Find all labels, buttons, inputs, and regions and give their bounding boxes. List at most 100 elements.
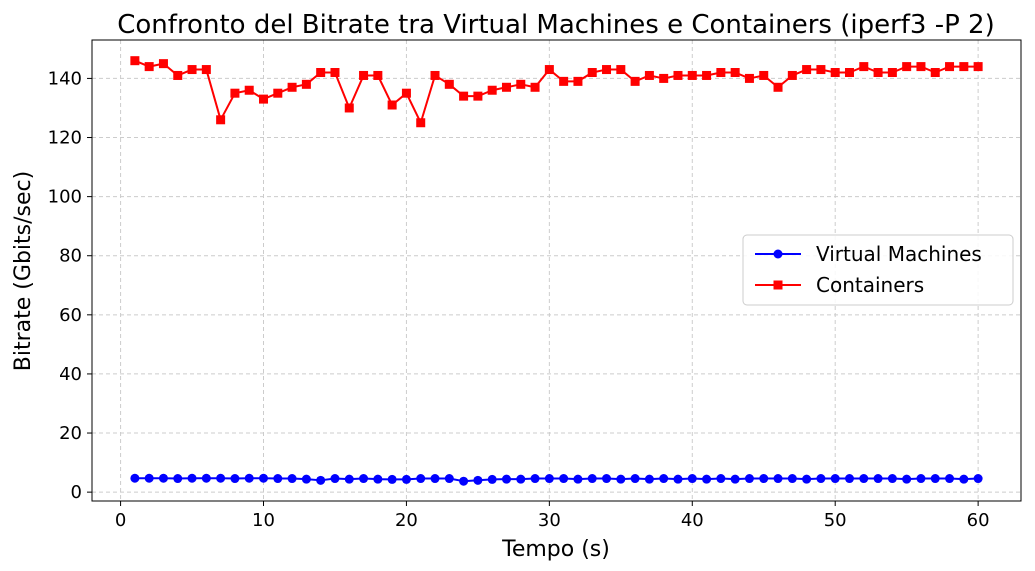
data-point-containers: [344, 103, 354, 113]
data-point-virtual-machines: [473, 475, 483, 485]
data-point-virtual-machines: [816, 474, 826, 484]
data-point-virtual-machines: [487, 474, 497, 484]
data-point-containers: [559, 76, 569, 86]
data-point-virtual-machines: [287, 474, 297, 484]
data-point-containers: [602, 65, 612, 75]
data-point-virtual-machines: [630, 474, 640, 484]
data-point-virtual-machines: [916, 474, 926, 484]
data-point-virtual-machines: [702, 474, 712, 484]
data-point-containers: [844, 68, 854, 78]
data-point-containers: [359, 70, 369, 80]
data-point-containers: [387, 100, 397, 110]
y-tick-label: 20: [59, 423, 82, 444]
data-point-containers: [587, 68, 597, 78]
y-tick-label: 140: [48, 68, 82, 89]
data-point-containers: [687, 70, 697, 80]
data-point-containers: [459, 91, 469, 101]
data-point-virtual-machines: [416, 474, 426, 484]
data-point-containers: [902, 62, 912, 72]
series-virtual-machines: [130, 473, 983, 486]
data-point-containers: [301, 79, 311, 89]
data-point-virtual-machines: [787, 474, 797, 484]
data-point-virtual-machines: [530, 474, 540, 484]
data-point-containers: [945, 62, 955, 72]
data-point-containers: [616, 65, 626, 75]
data-point-containers: [401, 88, 411, 98]
x-tick-label: 20: [395, 510, 418, 531]
data-point-virtual-machines: [244, 473, 254, 483]
data-point-virtual-machines: [330, 474, 340, 484]
data-point-containers: [573, 76, 583, 86]
chart-title: Confronto del Bitrate tra Virtual Machin…: [117, 10, 995, 40]
data-point-containers: [416, 118, 426, 128]
x-tick-label: 0: [115, 510, 126, 531]
data-point-containers: [873, 68, 883, 78]
legend-marker-containers: [773, 280, 783, 290]
data-point-virtual-machines: [230, 474, 240, 484]
y-axis-label: Bitrate (Gbits/sec): [11, 171, 36, 371]
data-point-containers: [916, 62, 926, 72]
legend-marker-virtual-machines: [773, 249, 783, 259]
data-point-containers: [730, 68, 740, 78]
data-point-virtual-machines: [773, 474, 783, 484]
data-point-containers: [201, 65, 211, 75]
data-point-containers: [158, 59, 168, 69]
data-point-virtual-machines: [444, 474, 454, 484]
data-point-virtual-machines: [959, 474, 969, 484]
data-point-virtual-machines: [830, 474, 840, 484]
data-point-containers: [487, 85, 497, 95]
data-point-virtual-machines: [359, 474, 369, 484]
data-point-virtual-machines: [187, 473, 197, 483]
data-point-containers: [702, 70, 712, 80]
y-tick-label: 0: [71, 482, 82, 503]
data-point-virtual-machines: [644, 474, 654, 484]
legend: Virtual Machines Containers: [742, 234, 1014, 306]
data-point-virtual-machines: [887, 474, 897, 484]
data-point-containers: [644, 70, 654, 80]
data-point-containers: [659, 73, 669, 83]
data-point-virtual-machines: [130, 473, 140, 483]
x-axis-label: Tempo (s): [501, 537, 610, 562]
legend-box: [742, 234, 1014, 306]
legend-label-virtual-machines: Virtual Machines: [816, 242, 982, 266]
data-point-containers: [759, 70, 769, 80]
data-point-containers: [959, 62, 969, 72]
data-point-containers: [373, 70, 383, 80]
data-point-containers: [316, 68, 326, 78]
x-tick-label: 10: [252, 510, 275, 531]
plot-frame: [91, 39, 1022, 502]
legend-label-containers: Containers: [816, 273, 924, 297]
data-point-virtual-machines: [673, 474, 683, 484]
data-point-virtual-machines: [602, 474, 612, 484]
data-point-virtual-machines: [430, 474, 440, 484]
data-point-containers: [216, 115, 226, 125]
data-point-virtual-machines: [587, 474, 597, 484]
data-point-containers: [930, 68, 940, 78]
data-point-virtual-machines: [144, 473, 154, 483]
data-point-containers: [244, 85, 254, 95]
data-point-containers: [887, 68, 897, 78]
data-point-virtual-machines: [401, 474, 411, 484]
data-point-containers: [816, 65, 826, 75]
data-point-containers: [430, 70, 440, 80]
data-point-containers: [802, 65, 812, 75]
data-point-containers: [273, 88, 283, 98]
data-point-containers: [173, 70, 183, 80]
data-point-containers: [330, 68, 340, 78]
data-point-containers: [130, 56, 140, 66]
data-point-virtual-machines: [373, 474, 383, 484]
series-layer: [130, 56, 983, 486]
data-point-virtual-machines: [559, 474, 569, 484]
data-point-virtual-machines: [759, 474, 769, 484]
data-point-containers: [773, 82, 783, 92]
data-point-virtual-machines: [387, 474, 397, 484]
x-tick-label: 40: [681, 510, 704, 531]
y-tick-label: 60: [59, 305, 82, 326]
data-point-containers: [744, 73, 754, 83]
data-point-virtual-machines: [544, 474, 554, 484]
x-axis-ticks: 0 10 20 30 40 50 60: [115, 501, 990, 531]
data-point-virtual-machines: [158, 473, 168, 483]
data-point-virtual-machines: [344, 474, 354, 484]
data-point-containers: [544, 65, 554, 75]
